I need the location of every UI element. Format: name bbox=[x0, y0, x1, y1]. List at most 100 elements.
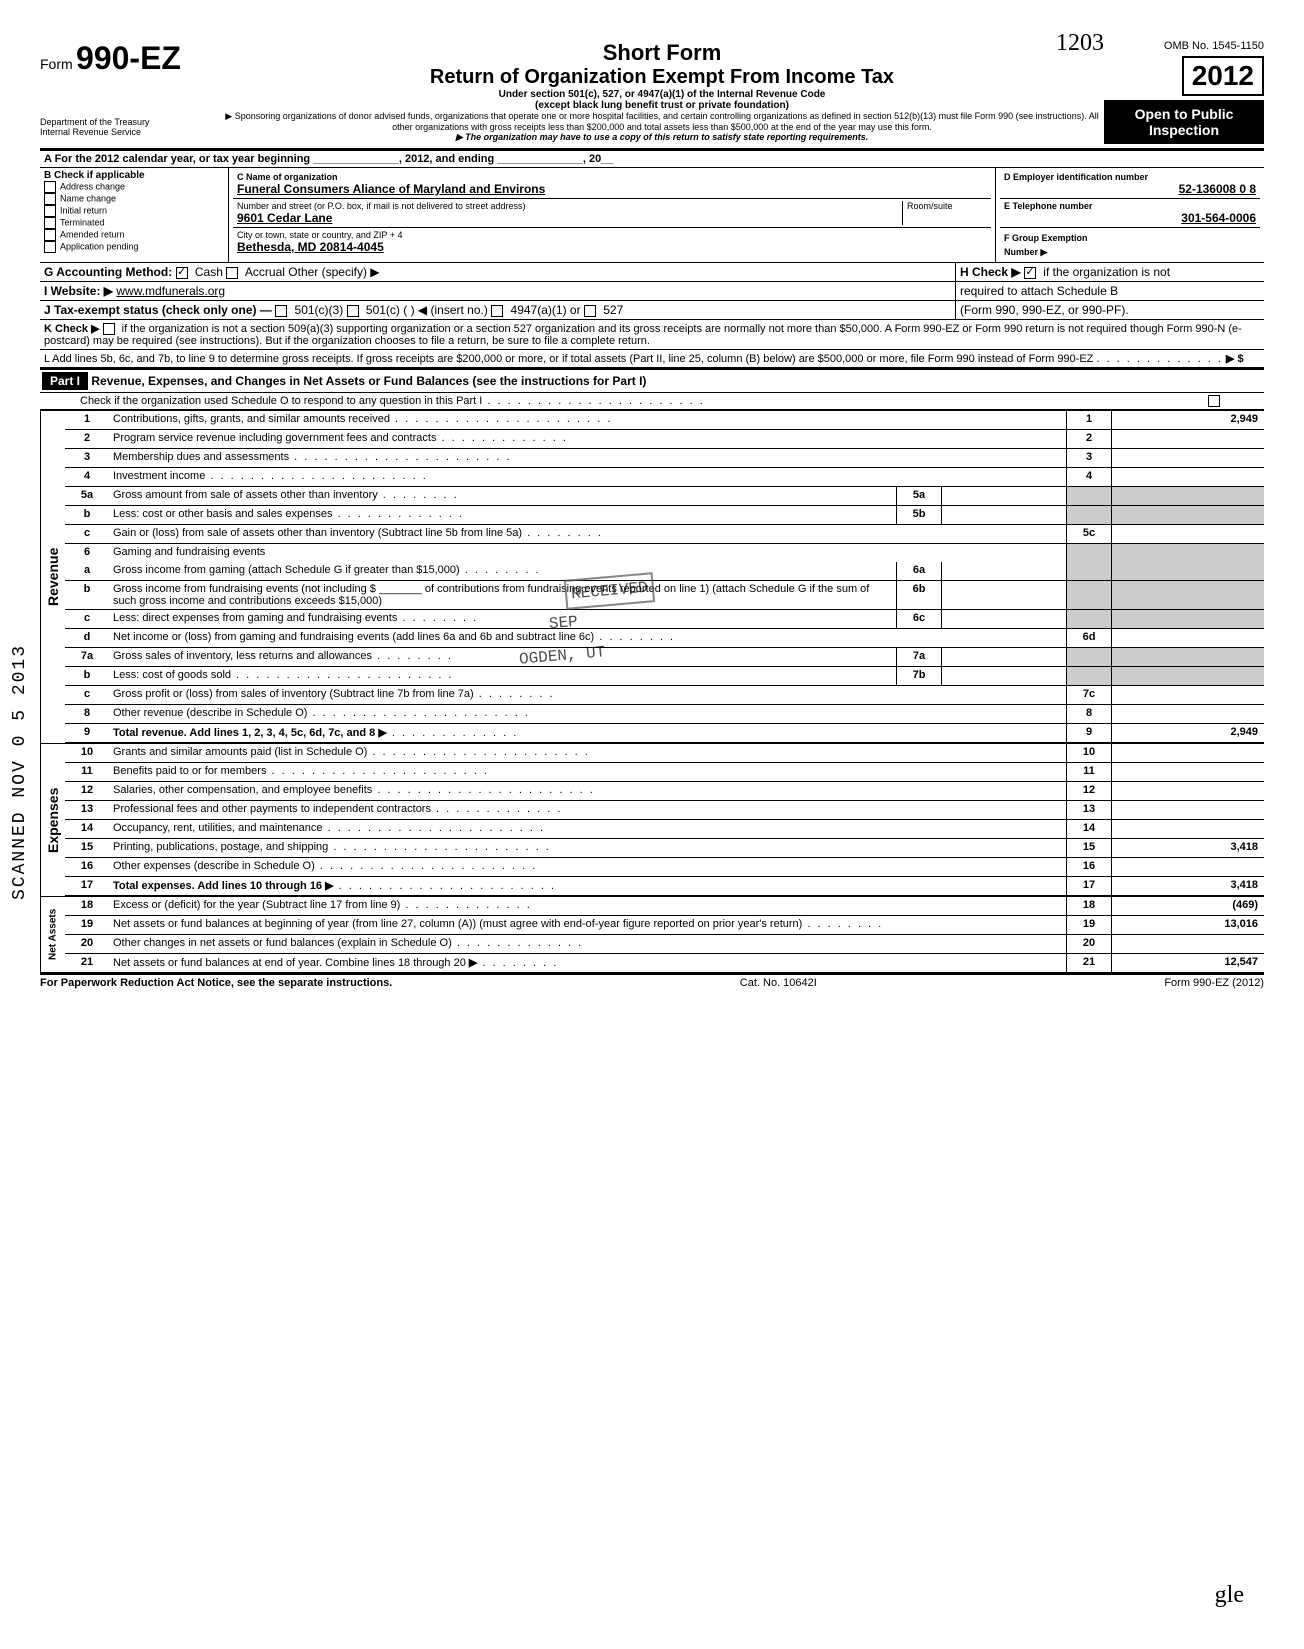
check-h[interactable] bbox=[1024, 267, 1036, 279]
line-l-text: L Add lines 5b, 6c, and 7b, to line 9 to… bbox=[44, 353, 1093, 365]
line-7b-sv bbox=[941, 667, 1066, 685]
line-2-desc: Program service revenue including govern… bbox=[109, 430, 1066, 448]
footer-center: Cat. No. 10642I bbox=[740, 977, 817, 989]
line-7c-num: c bbox=[65, 686, 109, 704]
phone: 301-564-0006 bbox=[1004, 211, 1256, 225]
line-5c-val bbox=[1111, 525, 1264, 543]
line-20-desc: Other changes in net assets or fund bala… bbox=[109, 935, 1066, 953]
block-d-label: D Employer identification number bbox=[1004, 172, 1256, 182]
page-footer: For Paperwork Reduction Act Notice, see … bbox=[40, 974, 1264, 989]
line-16-val bbox=[1111, 858, 1264, 876]
check-accrual[interactable] bbox=[226, 267, 238, 279]
check-k[interactable] bbox=[103, 323, 115, 335]
line-k-label: K Check ▶ bbox=[44, 323, 100, 335]
open-public-2: Inspection bbox=[1110, 122, 1258, 138]
check-cash[interactable] bbox=[176, 267, 188, 279]
room-label: Room/suite bbox=[902, 201, 987, 225]
footer-right: Form 990-EZ (2012) bbox=[1164, 977, 1264, 989]
signature-initials: gle bbox=[1215, 1582, 1244, 1609]
line-17-box: 17 bbox=[1066, 877, 1111, 895]
line-2-num: 2 bbox=[65, 430, 109, 448]
line-6-gray1 bbox=[1066, 544, 1111, 562]
check-amended-label: Amended return bbox=[60, 229, 125, 239]
line-9-desc: Total revenue. Add lines 1, 2, 3, 4, 5c,… bbox=[113, 727, 375, 739]
line-14-desc: Occupancy, rent, utilities, and maintena… bbox=[109, 820, 1066, 838]
block-c-label: C Name of organization bbox=[237, 172, 987, 182]
line-5c-desc: Gain or (loss) from sale of assets other… bbox=[109, 525, 1066, 543]
check-4947[interactable] bbox=[491, 305, 503, 317]
part-1-check: Check if the organization used Schedule … bbox=[40, 393, 1264, 410]
check-terminated[interactable] bbox=[44, 217, 56, 229]
line-6c-sb: 6c bbox=[896, 610, 941, 628]
insert-label: ) ◀ (insert no.) bbox=[411, 303, 488, 317]
check-527[interactable] bbox=[584, 305, 596, 317]
line-8-box: 8 bbox=[1066, 705, 1111, 723]
check-schedule-o[interactable] bbox=[1208, 395, 1220, 407]
line-6c-num: c bbox=[65, 610, 109, 628]
return-title: Return of Organization Exempt From Incom… bbox=[220, 66, 1104, 89]
line-1-val: 2,949 bbox=[1111, 411, 1264, 429]
part-1-check-text: Check if the organization used Schedule … bbox=[80, 395, 705, 407]
cash-label: Cash bbox=[195, 265, 223, 279]
line-15-num: 15 bbox=[65, 839, 109, 857]
line-5a-desc: Gross amount from sale of assets other t… bbox=[109, 487, 896, 505]
line-15-val: 3,418 bbox=[1111, 839, 1264, 857]
line-12-box: 12 bbox=[1066, 782, 1111, 800]
line-2-val bbox=[1111, 430, 1264, 448]
check-address[interactable] bbox=[44, 181, 56, 193]
check-initial[interactable] bbox=[44, 205, 56, 217]
line-7a-sb: 7a bbox=[896, 648, 941, 666]
line-5b-gray2 bbox=[1111, 506, 1264, 524]
line-5b-num: b bbox=[65, 506, 109, 524]
line-14-box: 14 bbox=[1066, 820, 1111, 838]
city: Bethesda, MD 20814-4045 bbox=[237, 240, 987, 254]
line-i-label: I Website: ▶ bbox=[44, 284, 113, 298]
line-5a-num: 5a bbox=[65, 487, 109, 505]
line-16-box: 16 bbox=[1066, 858, 1111, 876]
footer-left: For Paperwork Reduction Act Notice, see … bbox=[40, 977, 392, 989]
check-501c[interactable] bbox=[347, 305, 359, 317]
line-18-desc: Excess or (deficit) for the year (Subtra… bbox=[109, 897, 1066, 915]
line-h-label: H Check ▶ bbox=[960, 265, 1021, 279]
line-h-text4: (Form 990, 990-EZ, or 990-PF). bbox=[960, 303, 1129, 317]
check-name[interactable] bbox=[44, 193, 56, 205]
line-18-num: 18 bbox=[65, 897, 109, 915]
check-pending[interactable] bbox=[44, 241, 56, 253]
line-7b-sb: 7b bbox=[896, 667, 941, 685]
year-suffix: 12 bbox=[1223, 60, 1254, 91]
check-501c3[interactable] bbox=[275, 305, 287, 317]
line-3-desc: Membership dues and assessments bbox=[109, 449, 1066, 467]
expenses-label: Expenses bbox=[40, 744, 65, 896]
line-21-val: 12,547 bbox=[1111, 954, 1264, 972]
form-word: Form bbox=[40, 56, 73, 72]
line-6c-sv bbox=[941, 610, 1066, 628]
check-amended[interactable] bbox=[44, 229, 56, 241]
check-initial-label: Initial return bbox=[60, 205, 107, 215]
line-7a-num: 7a bbox=[65, 648, 109, 666]
dept-irs: Internal Revenue Service bbox=[40, 127, 220, 137]
line-7a-gray2 bbox=[1111, 648, 1264, 666]
line-4-desc: Investment income bbox=[109, 468, 1066, 486]
line-5a-gray1 bbox=[1066, 487, 1111, 505]
527-label: 527 bbox=[603, 303, 623, 317]
year-prefix: 20 bbox=[1192, 60, 1223, 91]
line-2-box: 2 bbox=[1066, 430, 1111, 448]
line-l-arrow: ▶ $ bbox=[1226, 353, 1244, 365]
sep-stamp: SEP bbox=[544, 609, 583, 638]
expenses-section: Expenses 10Grants and similar amounts pa… bbox=[40, 743, 1264, 896]
line-1-num: 1 bbox=[65, 411, 109, 429]
501c-label: 501(c) ( bbox=[366, 303, 407, 317]
block-e-label: E Telephone number bbox=[1004, 201, 1256, 211]
line-g-label: G Accounting Method: bbox=[44, 265, 172, 279]
line-3-val bbox=[1111, 449, 1264, 467]
part-1-title: Revenue, Expenses, and Changes in Net As… bbox=[91, 374, 646, 388]
501c3-label: 501(c)(3) bbox=[295, 303, 344, 317]
line-20-num: 20 bbox=[65, 935, 109, 953]
line-10-desc: Grants and similar amounts paid (list in… bbox=[109, 744, 1066, 762]
line-6a-gray2 bbox=[1111, 562, 1264, 580]
line-13-desc: Professional fees and other payments to … bbox=[109, 801, 1066, 819]
net-assets-section: Net Assets 18Excess or (deficit) for the… bbox=[40, 896, 1264, 974]
line-14-num: 14 bbox=[65, 820, 109, 838]
check-terminated-label: Terminated bbox=[60, 217, 105, 227]
block-f-label: F Group Exemption bbox=[1004, 233, 1088, 243]
